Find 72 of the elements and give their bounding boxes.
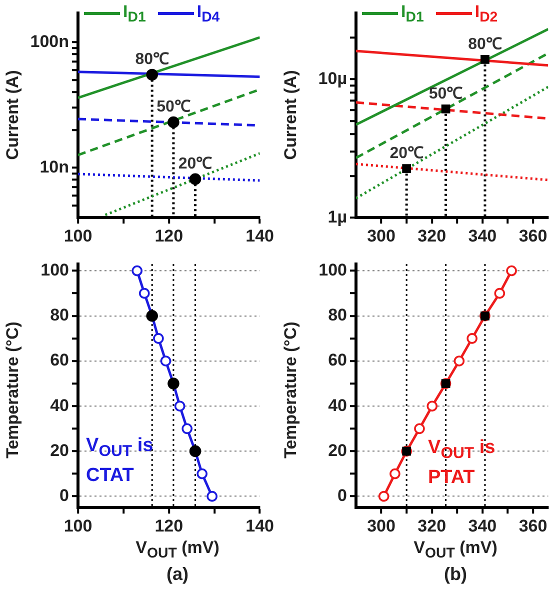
x-tick-label: 140 (246, 516, 274, 536)
x-tick-label: 340 (468, 516, 497, 536)
y-tick-label: 10µ (318, 68, 347, 88)
annotation: V$_{OUT}$ is PTAT (428, 436, 496, 490)
y-tick-label: 80 (50, 306, 69, 325)
legend-label: I$_{D1}$ (401, 2, 424, 26)
point (402, 164, 412, 174)
text: (a) (166, 564, 190, 585)
x-tick-label: 120 (154, 226, 184, 246)
x-tick-label: 100 (64, 226, 92, 246)
y-tick-label: 100n (30, 32, 69, 51)
point (132, 265, 142, 276)
x-tick-label: 140 (246, 226, 274, 246)
y-tick-label: 10n (40, 157, 69, 176)
y-tick-label: 1µ (328, 207, 347, 226)
point (182, 423, 192, 434)
point (494, 288, 506, 299)
x-tick-label: 300 (367, 516, 396, 536)
point (196, 468, 208, 480)
y-tick-label: 100 (318, 260, 347, 280)
y-tick-label: 20 (328, 440, 347, 460)
point (138, 288, 150, 299)
point (454, 356, 465, 366)
y-axis-title: Current (A) (281, 70, 301, 160)
y-axis-title: Temperature (°C) (281, 322, 301, 458)
point (206, 490, 218, 502)
x-tick-label: 320 (418, 226, 446, 246)
point (390, 468, 400, 480)
legend-label: I$_{D1}$ (123, 2, 146, 26)
y-tick-label: 20 (50, 440, 69, 460)
y-axis-title: Temperature (°C) (3, 322, 23, 458)
annotation: 20℃ (178, 156, 212, 173)
legend-label: I$_{D2}$ (474, 2, 498, 26)
point (153, 333, 164, 344)
point (441, 104, 450, 114)
x-tick-label: 320 (418, 516, 446, 536)
x-tick-label: 340 (468, 226, 497, 246)
point (466, 333, 478, 344)
annotation: 80℃ (135, 51, 169, 68)
point (160, 356, 172, 366)
y-tick-label: 60 (328, 350, 347, 370)
y-tick-label: 0 (338, 486, 347, 506)
point (426, 400, 438, 412)
x-tick-label: 120 (154, 516, 184, 536)
point (168, 116, 180, 128)
x-tick-label: 360 (518, 516, 548, 536)
y-tick-label: 0 (60, 486, 69, 506)
point (378, 490, 390, 502)
annotation: 50℃ (156, 98, 190, 116)
point (146, 68, 158, 81)
point (174, 400, 186, 412)
x-tick-label: 100 (64, 516, 92, 536)
legend-label: I$_{D4}$ (196, 2, 220, 26)
point (480, 54, 490, 64)
x-tick-label: 300 (367, 226, 396, 246)
y-tick-label: 60 (50, 350, 69, 370)
x-axis-title: V$_{OUT}$ (mV) (134, 538, 220, 562)
annotation: V$_{OUT}$ is CTAT (86, 434, 154, 488)
y-tick-label: 40 (50, 396, 69, 415)
point (189, 173, 202, 186)
annotation: 80℃ (468, 36, 502, 53)
annotation: 20℃ (390, 145, 424, 162)
annotation: 50℃ (428, 85, 463, 102)
y-tick-label: 40 (328, 396, 347, 415)
y-tick-label: 80 (328, 306, 347, 325)
x-axis-title: V$_{OUT}$ (mV) (412, 538, 498, 562)
x-tick-label: 360 (518, 226, 548, 246)
y-tick-label: 100 (40, 260, 69, 280)
y-axis-title: Current (A) (3, 70, 23, 160)
point (506, 265, 517, 276)
text: (b) (443, 564, 468, 585)
point (414, 423, 425, 434)
